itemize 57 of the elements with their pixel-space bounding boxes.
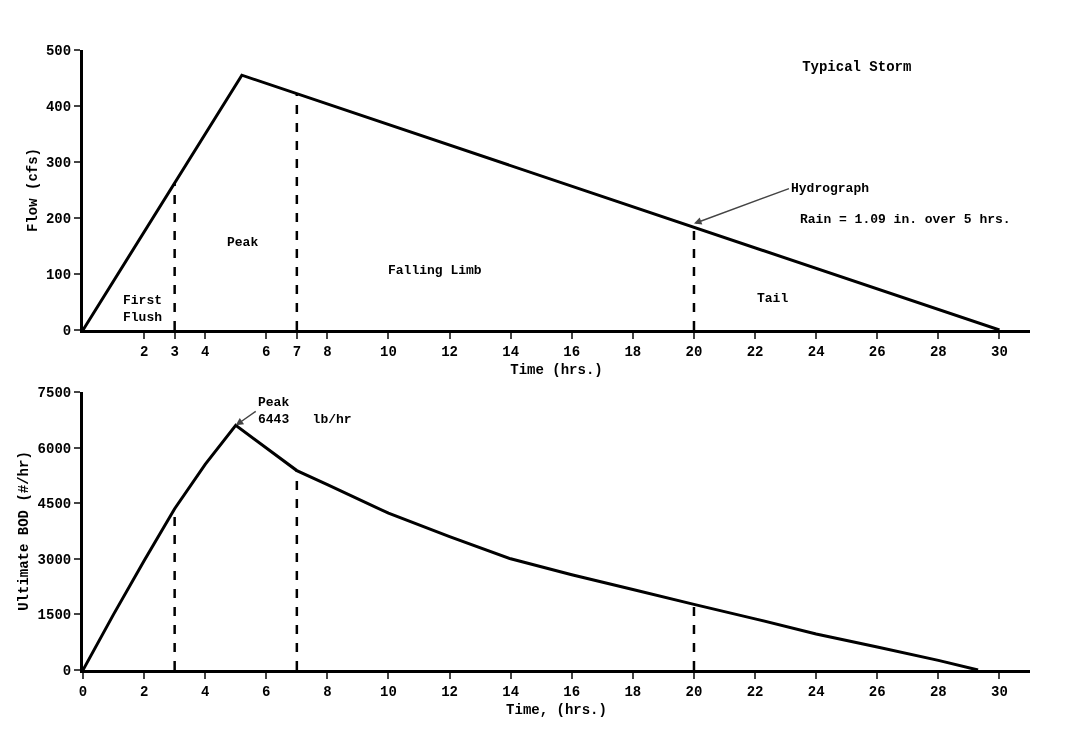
x-tick-label: 18 (624, 343, 642, 360)
x-tick-label: 8 (323, 343, 332, 360)
annotation: Hydrograph (791, 181, 870, 196)
x-tick-label: 10 (380, 343, 397, 360)
x-tick-label: 16 (563, 683, 581, 700)
x-tick-label: 14 (502, 343, 520, 360)
y-tick-label: 4500 (37, 496, 72, 513)
y-tick-label: 100 (45, 266, 72, 283)
x-tick-label: 24 (807, 343, 825, 360)
y-tick-label: 1500 (37, 607, 72, 624)
x-tick-label: 0 (78, 683, 88, 700)
x-tick-label: 20 (685, 683, 703, 700)
y-tick-label: 6000 (37, 440, 72, 457)
annotation: Peak 6443 lb/hr (258, 395, 352, 427)
x-tick-label: 18 (624, 683, 642, 700)
y-tick-label: 300 (45, 154, 72, 171)
x-tick-label: 20 (685, 343, 703, 360)
x-tick-label: 7 (292, 343, 302, 360)
x-tick-label: 4 (200, 343, 210, 360)
annotation: Peak (227, 235, 259, 250)
x-tick-label: 22 (746, 343, 764, 360)
x-tick-label: 28 (929, 343, 947, 360)
x-tick-label: 3 (170, 343, 179, 360)
text: Typical Storm (802, 58, 912, 75)
y-tick-label: 3000 (37, 551, 72, 568)
y-axis-title: Ultimate BOD (#/hr) (16, 451, 33, 611)
y-tick-label: 500 (45, 42, 72, 59)
x-tick-label: 6 (262, 343, 271, 360)
annotation: Rain = 1.09 in. over 5 hrs. (800, 212, 1011, 227)
x-tick-label: 16 (563, 343, 581, 360)
annotation: Tail (757, 291, 789, 306)
y-tick-label: 400 (45, 98, 72, 115)
x-tick-label: 28 (929, 683, 947, 700)
x-tick-label: 6 (262, 683, 271, 700)
x-tick-label: 30 (991, 683, 1008, 700)
x-tick-label: 22 (746, 683, 764, 700)
y-tick-label: 200 (45, 210, 72, 227)
x-tick-label: 12 (441, 683, 458, 700)
x-tick-label: 14 (502, 683, 520, 700)
x-tick-label: 10 (380, 683, 397, 700)
x-tick-label: 30 (991, 343, 1008, 360)
x-axis-title: Time, (hrs.) (506, 702, 607, 719)
annotation: First Flush (123, 293, 163, 325)
x-tick-label: 4 (200, 683, 210, 700)
y-tick-label: 0 (62, 322, 72, 339)
y-tick-label: 7500 (37, 384, 72, 401)
x-tick-label: 12 (441, 343, 458, 360)
x-tick-label: 2 (139, 683, 149, 700)
annotation: Falling Limb (388, 263, 482, 278)
x-tick-label: 26 (868, 343, 886, 360)
x-tick-label: 24 (807, 683, 825, 700)
x-tick-label: 8 (323, 683, 332, 700)
y-axis-title: Flow (cfs) (24, 147, 41, 233)
y-tick-label: 0 (62, 662, 72, 679)
x-tick-label: 2 (139, 343, 149, 360)
x-tick-label: 26 (868, 683, 886, 700)
x-axis-title: Time (hrs.) (510, 362, 603, 379)
